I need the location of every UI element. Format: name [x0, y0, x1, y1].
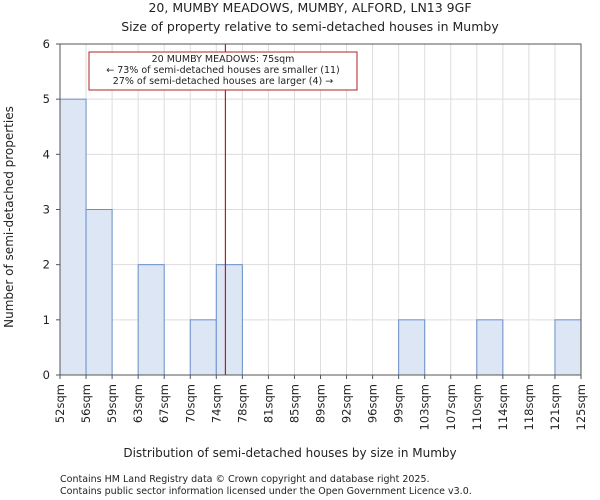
- bar-70sqm: [189, 319, 217, 376]
- y-tick-label: 1: [43, 313, 50, 327]
- bar-99sqm: [398, 319, 426, 376]
- x-tick-label: 74sqm: [209, 384, 223, 423]
- x-tick-label: 56sqm: [79, 384, 93, 423]
- annotation-line-2: ← 73% of semi-detached houses are smalle…: [106, 65, 340, 76]
- x-axis-label: Distribution of semi-detached houses by …: [123, 446, 456, 460]
- x-tick-label: 59sqm: [105, 384, 119, 423]
- x-tick-label: 52sqm: [53, 384, 67, 423]
- y-tick-label: 2: [43, 258, 50, 272]
- x-tick-label: 110sqm: [470, 384, 484, 430]
- y-tick-label: 5: [43, 92, 50, 106]
- annotation-frame: [88, 51, 358, 91]
- annotation-line-1: 20 MUMBY MEADOWS: 75sqm: [152, 54, 295, 65]
- x-tick-label: 89sqm: [314, 384, 328, 423]
- x-tick-label: 99sqm: [392, 384, 406, 423]
- chart-subtitle: Size of property relative to semi-detach…: [121, 19, 499, 34]
- bar-63sqm: [137, 264, 165, 376]
- x-tick-label: 63sqm: [131, 384, 145, 423]
- y-tick-label: 6: [43, 37, 50, 51]
- x-tick-label: 96sqm: [366, 384, 380, 423]
- x-tick-label: 67sqm: [157, 384, 171, 423]
- bar-121sqm: [554, 319, 582, 376]
- x-tick-label: 85sqm: [287, 384, 301, 423]
- x-tick-label: 103sqm: [418, 384, 432, 430]
- x-tick-label: 121sqm: [548, 384, 562, 430]
- x-axis-ticks: 52sqm 56sqm 59sqm 63sqm 67sqm 70sqm 74sqm 78sqm…: [53, 375, 588, 430]
- x-tick-label: 81sqm: [261, 384, 275, 423]
- chart-title: 20, MUMBY MEADOWS, MUMBY, ALFORD, LN13 9…: [148, 0, 471, 15]
- bar-52sqm: [59, 98, 87, 376]
- y-tick-label: 4: [43, 147, 50, 161]
- x-tick-label: 78sqm: [235, 384, 249, 423]
- y-tick-label: 3: [43, 203, 50, 217]
- bar-56sqm: [85, 209, 113, 376]
- y-axis-ticks: 0 1 2 3 4 5 6: [43, 37, 60, 382]
- y-axis-label: Number of semi-detached properties: [2, 106, 16, 328]
- y-tick-label: 0: [43, 368, 50, 382]
- footer-line-2: Contains public sector information licen…: [60, 486, 472, 497]
- annotation-box: 20 MUMBY MEADOWS: 75sqm ← 73% of semi-de…: [88, 51, 358, 91]
- annotation-line-3: 27% of semi-detached houses are larger (…: [113, 76, 333, 87]
- x-tick-label: 118sqm: [522, 384, 536, 430]
- bar-74sqm: [215, 264, 243, 376]
- x-tick-label: 92sqm: [340, 384, 354, 423]
- x-tick-label: 114sqm: [496, 384, 510, 430]
- bars: [59, 98, 582, 376]
- footer-line-1: Contains HM Land Registry data © Crown c…: [60, 474, 430, 485]
- x-tick-label: 125sqm: [574, 384, 588, 430]
- x-tick-label: 70sqm: [183, 384, 197, 423]
- x-tick-label: 107sqm: [444, 384, 458, 430]
- bar-110sqm: [476, 319, 504, 376]
